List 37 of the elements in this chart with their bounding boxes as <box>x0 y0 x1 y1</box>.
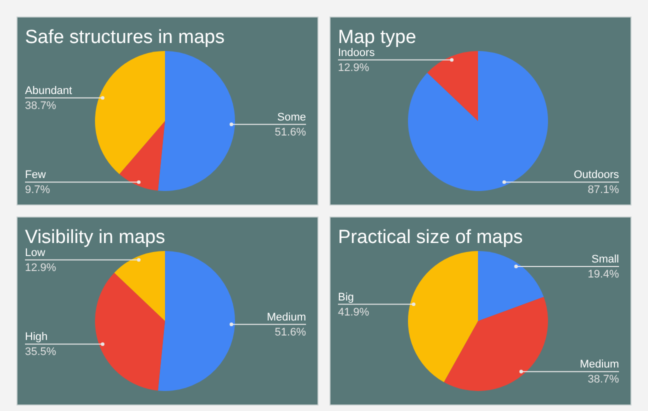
pie-slice <box>95 272 165 391</box>
slice-label: Big <box>338 291 354 304</box>
data-label: 38.7% <box>25 100 56 112</box>
data-label: 19.4% <box>588 268 620 280</box>
data-label: 41.9% <box>338 306 370 318</box>
data-label: 35.5% <box>25 346 56 358</box>
slice-label: Medium <box>266 311 306 324</box>
pie-slice <box>119 121 165 191</box>
chart-title: Map type <box>338 27 416 48</box>
pie-slice <box>114 251 165 321</box>
pie-slice <box>478 251 544 321</box>
pie-slice <box>444 296 548 391</box>
pie-slice <box>158 251 235 391</box>
data-label: 51.6% <box>274 326 306 338</box>
pie-slice <box>408 251 478 382</box>
pie-slice <box>408 51 548 191</box>
slice-label: Abundant <box>25 84 72 97</box>
chart-title: Visibility in maps <box>25 227 166 248</box>
slice-label: Outdoors <box>574 169 620 182</box>
chart-title: Practical size of maps <box>338 227 523 248</box>
pie-slice <box>427 51 478 121</box>
slice-label: Low <box>25 246 46 259</box>
data-label: 12.9% <box>25 262 56 274</box>
slice-label: Indoors <box>338 46 376 59</box>
data-label: 87.1% <box>588 184 620 196</box>
pie-slice <box>95 51 165 174</box>
data-label: 12.9% <box>338 62 370 74</box>
slice-label: High <box>25 331 48 344</box>
data-label: 51.6% <box>274 126 306 138</box>
chart-title: Safe structures in maps <box>25 27 225 48</box>
data-label: 38.7% <box>588 374 620 386</box>
slice-label: Few <box>25 169 46 182</box>
data-label: 9.7% <box>25 184 50 196</box>
slice-label: Some <box>277 111 306 124</box>
pie-slice <box>158 51 235 191</box>
slice-label: Medium <box>580 358 619 371</box>
slice-label: Small <box>591 253 619 266</box>
